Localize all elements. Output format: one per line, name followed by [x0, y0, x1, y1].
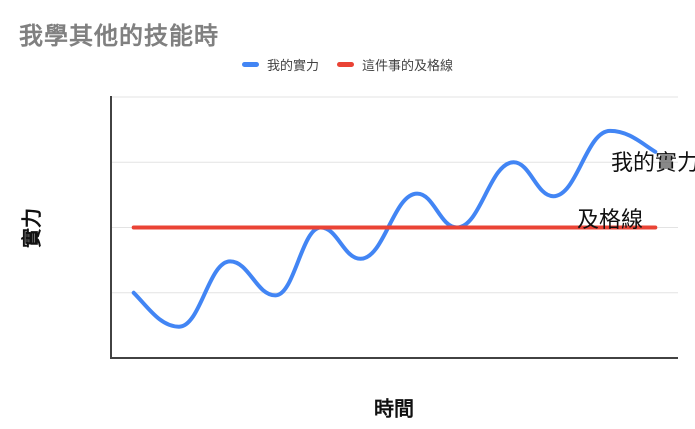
x-axis-label: 時間: [374, 398, 414, 421]
legend-label-passing-line: 這件事的及格線: [362, 58, 454, 73]
legend-item-passing-line: 這件事的及格線: [337, 55, 453, 74]
legend-marker-blue: [241, 62, 259, 67]
annotation-passing-line: 及格線: [577, 207, 644, 232]
chart-title: 我學其他的技能時: [19, 23, 219, 50]
legend: 我的實力 這件事的及格線: [0, 55, 695, 74]
annotation-my-ability: 我的實力: [611, 150, 695, 175]
legend-marker-red: [337, 62, 354, 67]
gridlines: [110, 96, 678, 294]
axis-lines: [110, 96, 678, 359]
legend-label-my-ability: 我的實力: [266, 58, 319, 73]
y-axis-label: 實力: [21, 208, 44, 248]
legend-item-my-ability: 我的實力: [241, 55, 319, 74]
